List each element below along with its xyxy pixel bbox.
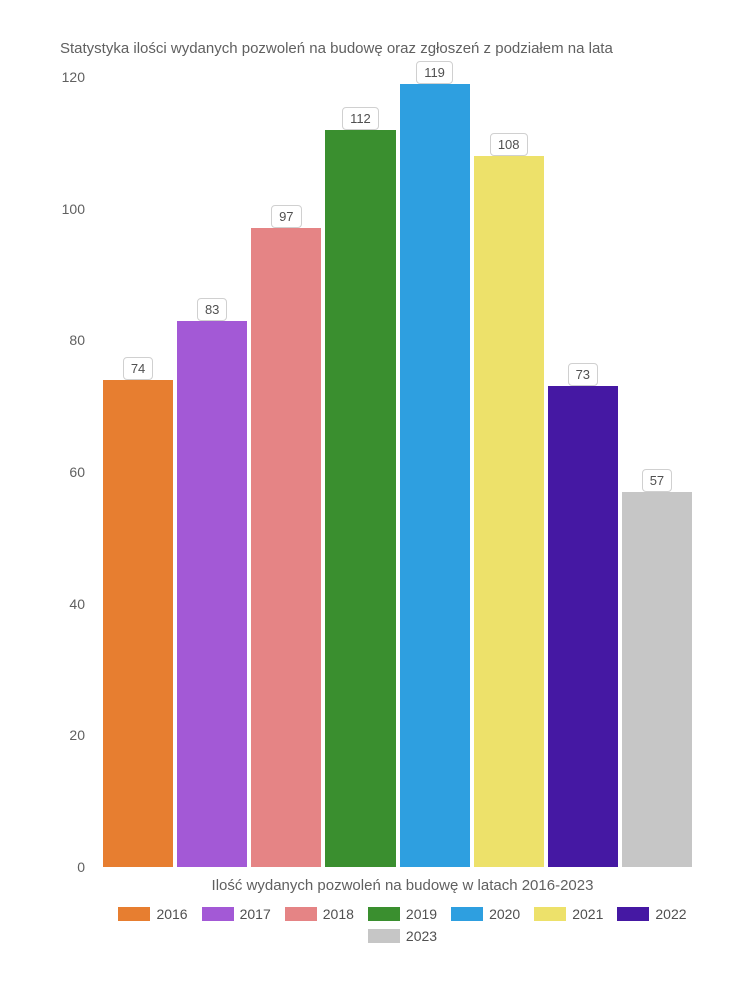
x-axis-label: Ilość wydanych pozwoleń na budowę w lata… xyxy=(95,877,710,894)
bar-wrapper: 119 xyxy=(400,77,470,867)
legend-label: 2019 xyxy=(406,906,437,922)
y-tick: 40 xyxy=(69,596,85,612)
bar-wrapper: 57 xyxy=(622,77,692,867)
bar-value-label: 57 xyxy=(642,469,672,492)
bar-value-label: 74 xyxy=(123,357,153,380)
bar-value-label: 73 xyxy=(568,363,598,386)
legend-item: 2022 xyxy=(617,906,686,922)
bar-value-label: 119 xyxy=(416,61,453,84)
bar-wrapper: 108 xyxy=(474,77,544,867)
bar-wrapper: 97 xyxy=(251,77,321,867)
bar-value-label: 112 xyxy=(342,107,379,130)
bar xyxy=(548,386,618,867)
legend-label: 2023 xyxy=(406,928,437,944)
bar-wrapper: 74 xyxy=(103,77,173,867)
y-axis: 020406080100120 xyxy=(50,77,90,867)
y-tick: 80 xyxy=(69,332,85,348)
legend-swatch xyxy=(285,907,317,921)
plot-area: 020406080100120 7483971121191087357 xyxy=(95,77,700,867)
y-tick: 0 xyxy=(77,859,85,875)
bar xyxy=(400,84,470,867)
bar xyxy=(251,228,321,867)
legend-item: 2023 xyxy=(368,928,437,944)
bar-value-label: 97 xyxy=(271,205,301,228)
legend-item: 2018 xyxy=(285,906,354,922)
y-tick: 120 xyxy=(62,69,85,85)
legend-swatch xyxy=(368,907,400,921)
legend-item: 2020 xyxy=(451,906,520,922)
bar-value-label: 83 xyxy=(197,298,227,321)
legend-item: 2021 xyxy=(534,906,603,922)
legend-swatch xyxy=(202,907,234,921)
bar xyxy=(325,130,395,867)
legend-item: 2016 xyxy=(118,906,187,922)
chart-title: Statystyka ilości wydanych pozwoleń na b… xyxy=(50,40,710,57)
legend-swatch xyxy=(451,907,483,921)
y-tick: 60 xyxy=(69,464,85,480)
legend-item: 2019 xyxy=(368,906,437,922)
legend-label: 2018 xyxy=(323,906,354,922)
bar xyxy=(622,492,692,867)
legend-item: 2017 xyxy=(202,906,271,922)
bar xyxy=(177,321,247,867)
legend-label: 2022 xyxy=(655,906,686,922)
bar xyxy=(103,380,173,867)
legend-label: 2016 xyxy=(156,906,187,922)
legend: 2016 2017 2018 2019 2020 2021 2022 2023 xyxy=(95,906,710,944)
legend-label: 2017 xyxy=(240,906,271,922)
bars-area: 74 83 97 112 119 108 73 57 xyxy=(95,77,700,867)
y-tick: 20 xyxy=(69,727,85,743)
bar-wrapper: 73 xyxy=(548,77,618,867)
legend-swatch xyxy=(534,907,566,921)
legend-label: 2021 xyxy=(572,906,603,922)
y-tick: 100 xyxy=(62,201,85,217)
bar-chart: Statystyka ilości wydanych pozwoleń na b… xyxy=(50,40,710,960)
bar-wrapper: 83 xyxy=(177,77,247,867)
bar-wrapper: 112 xyxy=(325,77,395,867)
legend-swatch xyxy=(118,907,150,921)
bar xyxy=(474,156,544,867)
legend-swatch xyxy=(617,907,649,921)
legend-label: 2020 xyxy=(489,906,520,922)
bar-value-label: 108 xyxy=(490,133,528,156)
legend-swatch xyxy=(368,929,400,943)
